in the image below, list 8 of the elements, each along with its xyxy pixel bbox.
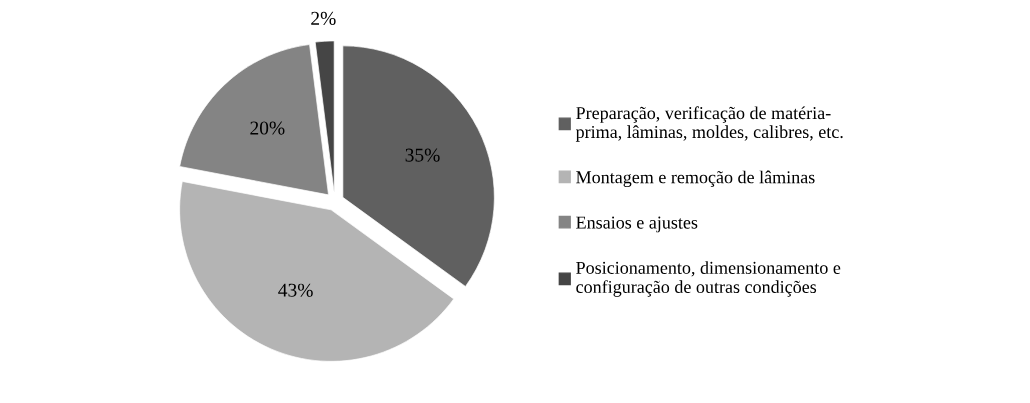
legend-label: Montagem e remoção de lâminas	[576, 170, 815, 188]
legend-label: Posicionamento, dimensionamento e configuração de outras condições	[576, 261, 841, 297]
data-label: 20%	[250, 121, 285, 135]
data-label: 43%	[278, 283, 313, 297]
data-label: 35%	[405, 148, 440, 162]
legend-label: Preparação, verificação de matéria- prima, lâminas, moldes, calibres, etc.	[575, 106, 843, 142]
legend-label: Ensaios e ajustes	[576, 216, 698, 233]
data-label: 2%	[311, 11, 336, 25]
